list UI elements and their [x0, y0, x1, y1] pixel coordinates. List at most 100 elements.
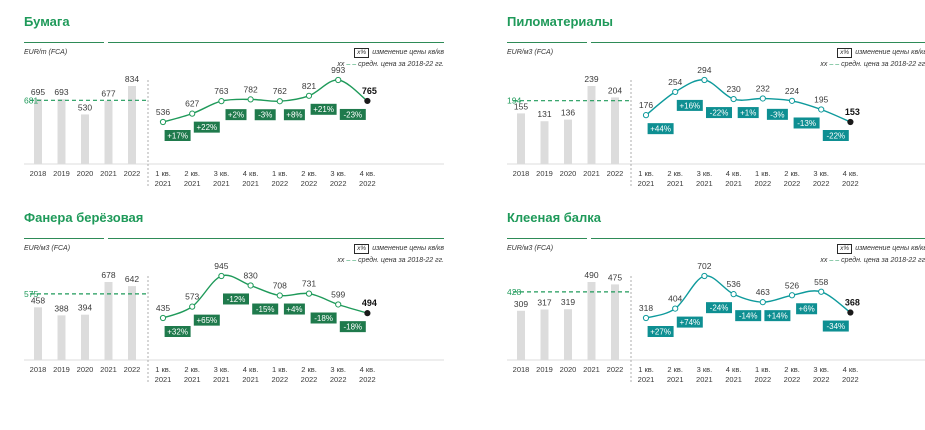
quarter-point: [759, 299, 766, 306]
quarter-value-label: 494: [362, 298, 377, 308]
quarter-value-label: 599: [331, 289, 345, 299]
year-bar-value: 475: [608, 272, 622, 282]
title-rule-left: [507, 42, 587, 43]
quarter-value-label: 765: [362, 86, 377, 96]
quarter-tick-label: 3 кв.: [330, 169, 346, 178]
quarter-value-label: 224: [785, 86, 799, 96]
change-box-label: +16%: [679, 101, 700, 110]
quarter-tick-label: 1 кв.: [638, 365, 654, 374]
quarter-point: [847, 118, 854, 126]
title-rule-right: [591, 238, 925, 239]
quarter-tick-label: 2 кв.: [184, 365, 200, 374]
change-box: [283, 303, 305, 315]
change-box: [225, 109, 247, 121]
year-tick-label: 2018: [513, 169, 530, 178]
quarter-tick-year: 2021: [155, 179, 172, 188]
quarter-tick-year: 2022: [813, 375, 830, 384]
quarter-tick-label: 1 кв.: [155, 169, 171, 178]
year-bar-value: 642: [125, 274, 139, 284]
quarter-tick-year: 2021: [638, 375, 655, 384]
year-bar-value: 695: [31, 87, 45, 97]
change-box: [676, 99, 703, 111]
year-bar-value: 677: [101, 89, 115, 99]
year-bar: [104, 282, 113, 360]
year-tick-label: 2022: [124, 365, 141, 374]
change-box-label: +2%: [228, 111, 244, 120]
change-box: [193, 314, 220, 326]
quarter-point: [847, 309, 854, 316]
quarter-tick-label: 4 кв.: [726, 365, 742, 374]
year-tick-label: 2018: [30, 365, 47, 374]
unit-label: EUR/т (FCA): [24, 49, 68, 56]
year-tick-label: 2021: [100, 365, 117, 374]
year-bar: [517, 113, 525, 164]
quarter-point: [672, 88, 679, 96]
quarter-value-label: 558: [814, 277, 828, 287]
quarter-tick-label: 1 кв.: [155, 365, 171, 374]
year-tick-label: 2020: [77, 169, 94, 178]
legend-dash-icon: – –: [346, 257, 357, 264]
unit-label: EUR/м3 (FCA): [24, 245, 71, 252]
year-bar-value: 678: [101, 270, 115, 280]
quarter-point: [701, 76, 708, 84]
year-bar: [57, 315, 66, 360]
quarter-tick-year: 2022: [359, 179, 376, 188]
quarter-point: [642, 112, 650, 119]
change-box-label: -24%: [710, 304, 729, 313]
quarter-tick-year: 2021: [638, 179, 655, 188]
change-box-label: -14%: [739, 312, 758, 321]
quarter-point: [818, 288, 825, 295]
legend-change: x% изменение цены кв/кв: [354, 48, 444, 58]
legend-change: x% изменение цены кв/кв: [837, 48, 925, 58]
legend-dash-icon: – –: [829, 257, 840, 264]
quarter-value-label: 368: [845, 298, 860, 308]
quarter-tick-year: 2021: [184, 179, 201, 188]
change-box: [737, 107, 759, 119]
change-box-label: -15%: [256, 305, 275, 314]
quarter-point: [218, 98, 225, 105]
quarter-value-label: 526: [785, 280, 799, 290]
year-bar-value: 319: [561, 297, 575, 307]
change-box: [706, 107, 732, 119]
quarter-tick-label: 2 кв.: [667, 365, 683, 374]
title-rule-right: [108, 238, 444, 239]
quarter-point: [335, 76, 342, 84]
quarter-tick-year: 2022: [330, 179, 347, 188]
change-box: [339, 321, 366, 333]
year-bar-value: 136: [561, 108, 575, 118]
legend-avg-mark: xx: [820, 257, 828, 264]
change-box-label: -13%: [797, 119, 816, 128]
quarter-value-label: 153: [845, 107, 860, 117]
legend-avg-mark: xx: [337, 257, 345, 264]
average-value-label: 681: [24, 95, 38, 105]
change-box-label: -3%: [258, 111, 272, 120]
quarter-point: [218, 272, 225, 280]
title-rule-right: [108, 42, 444, 43]
quarter-tick-year: 2021: [242, 375, 259, 384]
change-box: [283, 109, 305, 121]
legend-change-label: изменение цены кв/кв: [372, 49, 444, 56]
year-tick-label: 2021: [583, 365, 600, 374]
quarter-tick-year: 2022: [813, 179, 830, 188]
quarter-point: [818, 106, 825, 113]
quarter-tick-label: 2 кв.: [784, 169, 800, 178]
year-bar: [128, 286, 136, 360]
quarter-point: [701, 272, 708, 280]
quarter-tick-label: 4 кв.: [843, 365, 859, 374]
quarter-tick-label: 3 кв.: [330, 365, 346, 374]
year-tick-label: 2022: [607, 365, 624, 374]
quarter-tick-label: 3 кв.: [697, 365, 713, 374]
unit-label: EUR/м3 (FCA): [507, 245, 554, 252]
year-tick-label: 2021: [583, 169, 600, 178]
quarter-point: [159, 118, 167, 126]
quarter-point: [730, 291, 737, 298]
change-box-label: +8%: [286, 111, 302, 120]
year-bar-value: 309: [514, 299, 528, 309]
change-box-label: +14%: [767, 312, 788, 321]
quarter-tick-label: 2 кв.: [667, 169, 683, 178]
quarter-point: [759, 95, 766, 102]
quarter-point: [788, 292, 796, 299]
quarter-point: [364, 310, 371, 317]
change-box: [764, 310, 791, 322]
chart-panel-paper: Бумага EUR/т (FCA) x% изменение цены кв/к…: [24, 12, 444, 212]
